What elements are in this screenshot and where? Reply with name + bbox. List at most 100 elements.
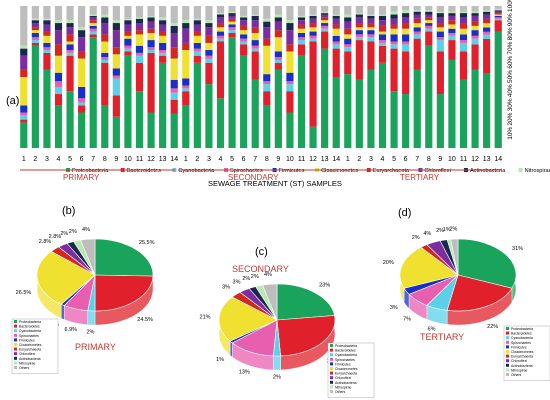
bar-segment xyxy=(147,17,155,22)
pie-title-secondary: SECONDARY xyxy=(232,264,289,274)
bar-segment xyxy=(402,28,410,35)
bar-segment xyxy=(402,94,410,148)
bar-segment xyxy=(286,91,294,113)
bar-segment xyxy=(240,17,248,21)
bar-segment xyxy=(425,20,433,24)
bar-segment xyxy=(124,31,132,36)
stage-label-secondary: SECONDARY xyxy=(228,173,279,182)
pie-slice xyxy=(399,246,459,289)
bar-segment xyxy=(31,45,39,149)
pie-legend-swatch xyxy=(506,327,509,330)
bar-segment xyxy=(43,6,51,19)
bar-segment xyxy=(112,20,120,24)
bar-segment xyxy=(367,41,375,70)
x-tick-label: 9 xyxy=(114,156,118,163)
bar-segment xyxy=(205,50,213,56)
pie-legend-box xyxy=(11,318,59,374)
bar-segment xyxy=(240,34,248,39)
stage-label-tertiary: TERTIARY xyxy=(400,173,440,182)
bar-segment xyxy=(355,17,363,24)
bar-segment xyxy=(448,6,456,12)
bar-segment xyxy=(367,37,375,42)
bar-segment xyxy=(263,38,271,46)
bar-segment xyxy=(494,15,502,18)
bar-segment xyxy=(78,37,86,52)
bar-segment xyxy=(483,6,491,11)
bar-segment xyxy=(494,18,502,21)
bar-segment xyxy=(31,18,39,21)
pie-legend-entry: Firmicutes xyxy=(335,362,351,366)
bar-segment xyxy=(494,8,502,11)
bar-segment xyxy=(286,20,294,24)
pie-legend-entry: Cyanobacteria xyxy=(19,329,41,333)
bar-segment xyxy=(286,23,294,31)
bar-segment xyxy=(193,51,201,56)
pie-legend-swatch xyxy=(330,376,333,380)
bar-segment xyxy=(54,6,63,21)
bar-segment xyxy=(112,68,120,76)
bar-segment xyxy=(43,50,51,53)
legend-entry: Actinobacteria xyxy=(470,168,506,174)
bar-segment xyxy=(135,17,144,19)
bar-segment xyxy=(251,14,259,16)
pie-legend-swatch xyxy=(330,348,333,352)
bar-segment xyxy=(20,45,28,49)
bar-segment xyxy=(20,119,28,123)
bar-segment xyxy=(216,13,225,15)
bar-segment xyxy=(448,24,456,29)
bar-segment xyxy=(413,23,421,28)
bar-segment xyxy=(471,35,479,39)
pie-legend-swatch xyxy=(14,361,17,365)
bar-segment xyxy=(483,27,491,32)
bar-segment xyxy=(205,20,213,24)
x-tick-label: 1 xyxy=(346,156,350,163)
bar-segment xyxy=(459,79,468,148)
bar-segment xyxy=(159,20,167,25)
x-tick-label: 2 xyxy=(357,156,361,163)
x-tick-label: 5 xyxy=(68,156,72,163)
bar-segment xyxy=(367,15,375,19)
bar-segment xyxy=(263,21,271,28)
x-tick-label: 5 xyxy=(392,156,396,163)
bar-segment xyxy=(216,31,225,36)
legend-entry: Spirochaetes xyxy=(230,168,263,174)
bar-segment xyxy=(436,31,444,38)
bar-segment xyxy=(124,55,132,149)
pie-data-label: 25.5% xyxy=(139,240,155,246)
bar-segment xyxy=(240,6,248,16)
bar-segment xyxy=(332,48,340,77)
bar-segment xyxy=(66,6,74,21)
bar-segment xyxy=(367,14,375,16)
bar-segment xyxy=(20,77,28,106)
bar-segment xyxy=(112,23,120,31)
pie-legend-entry: Proteobacteria xyxy=(19,320,41,324)
bar-segment xyxy=(494,10,502,12)
bar-segment xyxy=(309,6,317,15)
pie-legend-entry: Cyanobacteria xyxy=(335,353,357,357)
pie-data-label: 6% xyxy=(428,326,436,332)
bar-segment xyxy=(413,31,421,35)
bar-segment xyxy=(135,91,144,148)
bar-segment xyxy=(309,35,317,39)
bar-segment xyxy=(367,23,375,28)
bar-segment xyxy=(101,41,109,53)
bar-segment xyxy=(448,32,456,36)
bar-segment xyxy=(66,55,74,92)
bar-segment xyxy=(402,44,410,52)
pie-title-primary: PRIMARY xyxy=(75,342,116,352)
bar-segment xyxy=(378,45,387,63)
bar-segment xyxy=(182,78,190,86)
legend-entry: Cloacimonetes xyxy=(321,168,358,174)
pie-data-label: 4% xyxy=(82,227,90,233)
bar-segment xyxy=(344,34,352,39)
bar-segment xyxy=(448,20,456,25)
bar-segment xyxy=(436,94,444,148)
bar-segment xyxy=(240,44,248,56)
bar-segment xyxy=(390,6,398,12)
pie-legend-entry: Cloacimonetes xyxy=(19,343,42,347)
bar-segment xyxy=(263,45,271,75)
bar-segment xyxy=(332,41,340,45)
bar-segment xyxy=(89,31,97,35)
bar-segment xyxy=(483,11,491,15)
